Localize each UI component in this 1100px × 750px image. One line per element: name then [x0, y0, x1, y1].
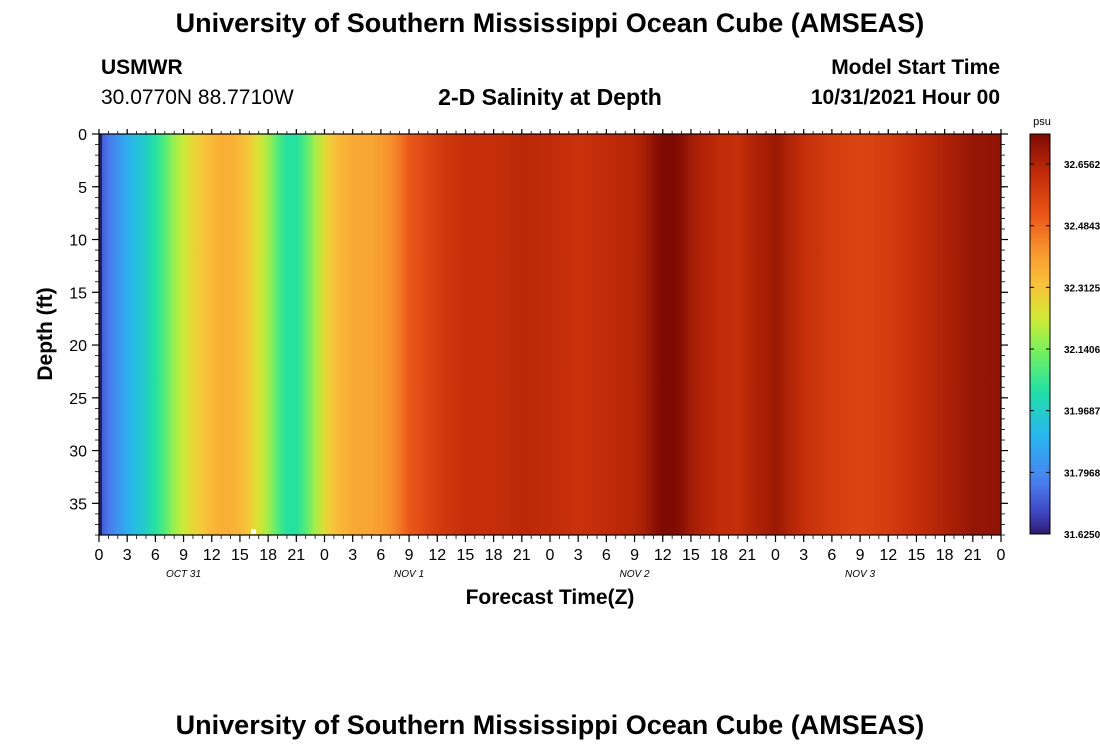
- x-axis-label: Forecast Time(Z): [466, 586, 635, 609]
- x-tick-label: 6: [602, 547, 611, 564]
- station-coordinates: 30.0770N 88.7710W: [101, 86, 294, 109]
- x-tick-label: 3: [123, 547, 132, 564]
- x-tick-label: 9: [179, 547, 188, 564]
- x-tick-label: 3: [348, 547, 357, 564]
- y-tick-label: 35: [69, 496, 87, 513]
- x-tick-label: 12: [203, 547, 221, 564]
- colorbar-label: 32.4843: [1064, 222, 1100, 233]
- edge-band: [99, 134, 102, 535]
- marker: [251, 529, 257, 534]
- x-tick-label: 0: [320, 547, 329, 564]
- x-tick-label: 6: [376, 547, 385, 564]
- colorbar-label: 31.9687: [1064, 407, 1100, 418]
- y-tick-label: 10: [69, 233, 87, 250]
- x-tick-label: 12: [879, 547, 897, 564]
- y-tick-label: 15: [69, 285, 87, 302]
- date-label: NOV 2: [620, 569, 650, 580]
- model-start-label: Model Start Time: [831, 56, 1000, 79]
- footer-title: University of Southern Mississippi Ocean…: [175, 710, 925, 740]
- x-tick-label: 0: [771, 547, 780, 564]
- x-tick-label: 0: [546, 547, 555, 564]
- colorbar-label: 32.3125: [1064, 283, 1100, 294]
- date-label: NOV 3: [845, 569, 875, 580]
- model-start-value: 10/31/2021 Hour 00: [810, 86, 1000, 109]
- x-tick-label: 15: [231, 547, 249, 564]
- x-tick-label: 3: [574, 547, 583, 564]
- x-tick-label: 21: [964, 547, 982, 564]
- x-tick-label: 0: [997, 547, 1006, 564]
- x-tick-label: 18: [259, 547, 277, 564]
- x-tick-label: 6: [151, 547, 160, 564]
- colorbar: [1029, 133, 1051, 535]
- y-tick-label: 20: [69, 338, 87, 355]
- y-tick-label: 0: [78, 127, 87, 144]
- colorbar-label: 32.1406: [1064, 345, 1100, 356]
- station-name: USMWR: [101, 56, 183, 79]
- x-tick-label: 9: [405, 547, 414, 564]
- colorbar-label: 31.7968: [1064, 468, 1100, 479]
- x-tick-label: 12: [654, 547, 672, 564]
- x-tick-label: 9: [856, 547, 865, 564]
- x-tick-label: 15: [908, 547, 926, 564]
- x-tick-label: 15: [457, 547, 475, 564]
- x-tick-label: 15: [682, 547, 700, 564]
- x-tick-label: 6: [827, 547, 836, 564]
- y-axis-label: Depth (ft): [34, 287, 57, 380]
- chart-title: University of Southern Mississippi Ocean…: [175, 8, 925, 38]
- y-tick-label: 30: [69, 444, 87, 461]
- x-tick-label: 18: [936, 547, 954, 564]
- x-tick-label: 9: [630, 547, 639, 564]
- salinity-field: [99, 134, 1001, 535]
- date-label: NOV 1: [394, 569, 424, 580]
- x-tick-label: 21: [738, 547, 756, 564]
- x-tick-label: 18: [485, 547, 503, 564]
- x-tick-label: 0: [95, 547, 104, 564]
- date-label: OCT 31: [166, 569, 201, 580]
- x-tick-label: 21: [287, 547, 305, 564]
- colorbar-label: 32.6562: [1064, 160, 1100, 171]
- y-tick-label: 5: [78, 180, 87, 197]
- x-tick-label: 18: [710, 547, 728, 564]
- chart-subtitle: 2-D Salinity at Depth: [438, 84, 662, 110]
- colorbar-label: 31.6250: [1064, 530, 1100, 541]
- x-tick-label: 12: [428, 547, 446, 564]
- colorbar-unit: psu: [1033, 116, 1051, 128]
- x-tick-label: 21: [513, 547, 531, 564]
- y-tick-label: 25: [69, 391, 87, 408]
- x-tick-label: 3: [799, 547, 808, 564]
